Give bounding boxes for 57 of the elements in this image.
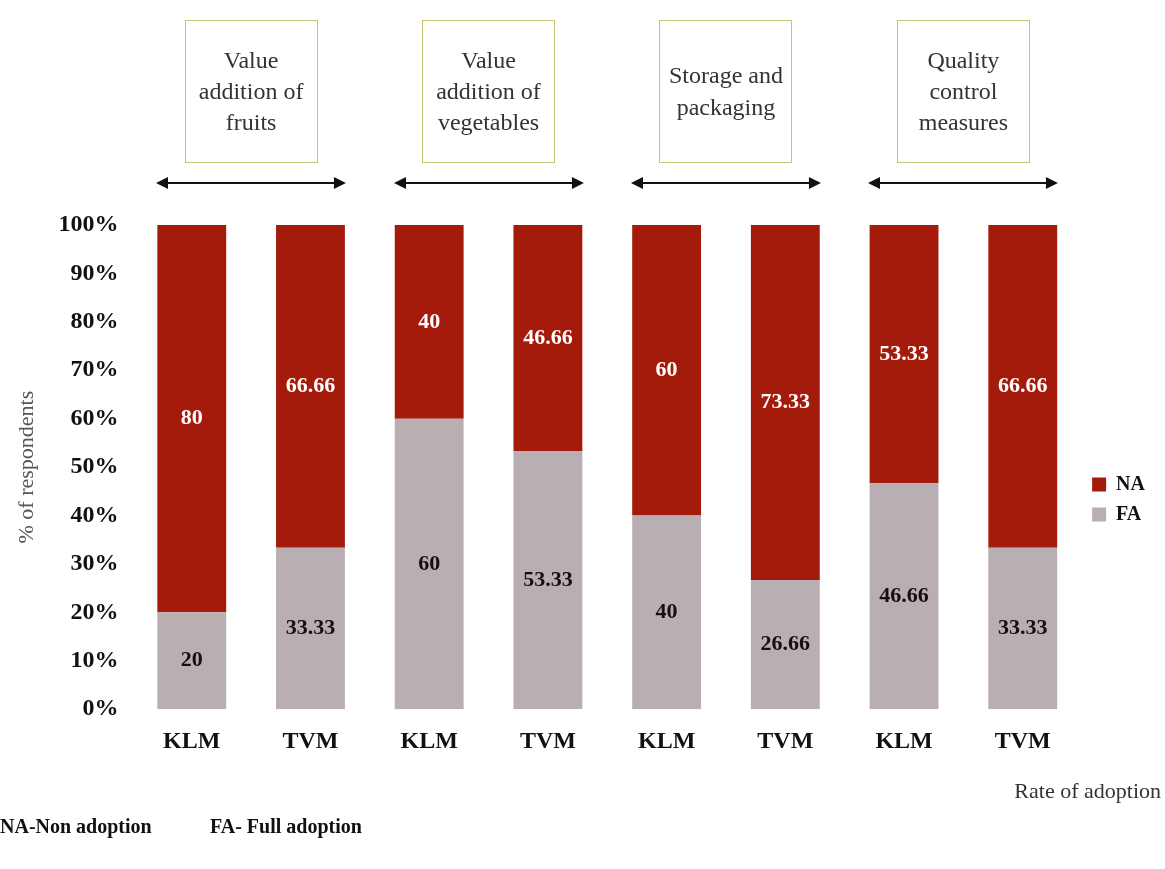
x-tick-label: TVM xyxy=(282,726,339,753)
legend-label: NA xyxy=(1116,471,1146,494)
y-tick-label: 50% xyxy=(70,452,119,479)
bar xyxy=(632,515,702,710)
bar xyxy=(157,225,227,613)
legend-label: FA xyxy=(1116,501,1142,524)
x-tick-label: KLM xyxy=(875,726,933,753)
bar xyxy=(869,225,939,484)
text: NA-Non adoption xyxy=(0,815,152,838)
y-tick-label: 40% xyxy=(70,500,119,527)
y-tick-label: 20% xyxy=(70,597,119,624)
y-tick-label: 10% xyxy=(70,645,119,672)
y-tick-label: 70% xyxy=(70,355,119,382)
bar xyxy=(869,483,939,710)
y-axis-title: % of respondents xyxy=(12,390,38,544)
data-label: 60 xyxy=(418,549,441,575)
data-label: 66.66 xyxy=(285,372,336,398)
bar xyxy=(513,450,583,710)
y-tick-label: 0% xyxy=(82,694,119,721)
x-tick-label: TVM xyxy=(519,726,576,753)
bar xyxy=(157,612,227,710)
bar xyxy=(276,547,345,710)
data-label: 53.33 xyxy=(523,565,573,591)
data-label: 46.66 xyxy=(879,581,929,607)
data-label: 80 xyxy=(180,404,203,430)
x-tick-label: KLM xyxy=(163,726,221,753)
x-tick-label: TVM xyxy=(757,726,814,753)
text: FA- Full adoption xyxy=(210,815,362,838)
y-tick-label: 60% xyxy=(70,403,119,430)
bar xyxy=(750,225,820,581)
x-tick-label: TVM xyxy=(994,726,1051,753)
y-tick-label: 80% xyxy=(70,307,119,334)
data-label: 20 xyxy=(180,646,203,672)
data-label: 26.66 xyxy=(760,630,811,656)
x-tick-label: KLM xyxy=(400,726,458,753)
bar xyxy=(276,225,345,548)
y-tick-label: 90% xyxy=(70,258,119,285)
y-tick-label: 30% xyxy=(70,549,119,576)
bar xyxy=(750,580,820,710)
x-tick-label: KLM xyxy=(637,726,696,753)
bar xyxy=(394,418,464,710)
data-label: 73.33 xyxy=(760,388,811,414)
bar xyxy=(632,225,702,516)
data-label: 66.66 xyxy=(998,372,1048,398)
y-tick-label: 100% xyxy=(58,210,119,237)
bar xyxy=(988,547,1058,710)
data-label: 40 xyxy=(655,598,678,624)
data-label: 33.33 xyxy=(285,614,336,640)
data-label: 53.33 xyxy=(879,339,929,365)
bar xyxy=(394,225,464,419)
bar xyxy=(988,225,1058,548)
data-label: 60 xyxy=(655,355,678,381)
data-label: 33.33 xyxy=(998,614,1048,640)
bar xyxy=(513,225,583,451)
data-label: 46.66 xyxy=(523,323,573,349)
data-label: 40 xyxy=(418,307,441,333)
x-axis-title: Rate of adoption xyxy=(1014,778,1161,804)
